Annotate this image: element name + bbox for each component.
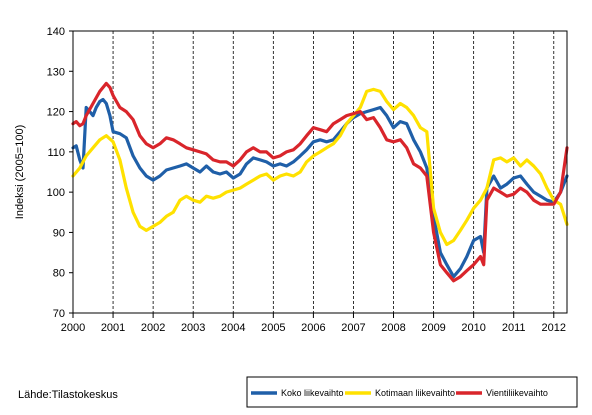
series-line-3: [71, 81, 569, 283]
x-tick-label-2004: 2004: [221, 322, 245, 334]
x-tick-label-2003: 2003: [181, 322, 205, 334]
y-tick-label-130: 130: [47, 66, 65, 78]
y-axis-ticks: 70 80 90 100 110 120 130 140: [47, 26, 73, 320]
legend: Koko liikevaihto Kotimaan liikevaihto Vien…: [246, 376, 578, 408]
legend-label-3: Vientiliikevaihto: [486, 388, 548, 398]
vertical-gridlines: [112, 31, 555, 313]
y-tick-label-140: 140: [47, 26, 65, 38]
y-tick-label-120: 120: [47, 107, 65, 119]
legend-label-2: Kotimaan liikevaihto: [375, 388, 455, 398]
y-tick-label-70: 70: [53, 308, 65, 320]
x-tick-label-2007: 2007: [341, 322, 365, 334]
legend-label-1: Koko liikevaihto: [281, 388, 344, 398]
series-line-2: [71, 87, 569, 247]
y-tick-label-110: 110: [47, 147, 65, 159]
series-lines: [71, 81, 569, 283]
x-tick-label-2008: 2008: [381, 322, 405, 334]
y-tick-label-100: 100: [47, 187, 65, 199]
x-tick-label-2002: 2002: [141, 322, 165, 334]
plot-frame: [72, 30, 568, 314]
y-axis-label: Indeksi (2005=100): [14, 125, 26, 219]
x-tick-label-2000: 2000: [61, 322, 85, 334]
x-tick-label-2006: 2006: [301, 322, 325, 334]
x-tick-label-2011: 2011: [502, 322, 526, 334]
y-tick-label-80: 80: [53, 268, 65, 280]
x-tick-label-2012: 2012: [542, 322, 566, 334]
x-tick-label-2005: 2005: [261, 322, 285, 334]
legend-box: [246, 376, 578, 408]
y-tick-label-90: 90: [53, 227, 65, 239]
x-axis-ticks: 2000 2001 2002 2003 2004 2005 2006 2007 2008 2009…: [61, 313, 566, 334]
x-tick-label-2010: 2010: [461, 322, 485, 334]
series-line-1: [71, 97, 569, 279]
source-note: Lähde:Tilastokeskus: [18, 389, 118, 401]
x-tick-label-2001: 2001: [101, 322, 125, 334]
x-tick-label-2009: 2009: [421, 322, 445, 334]
